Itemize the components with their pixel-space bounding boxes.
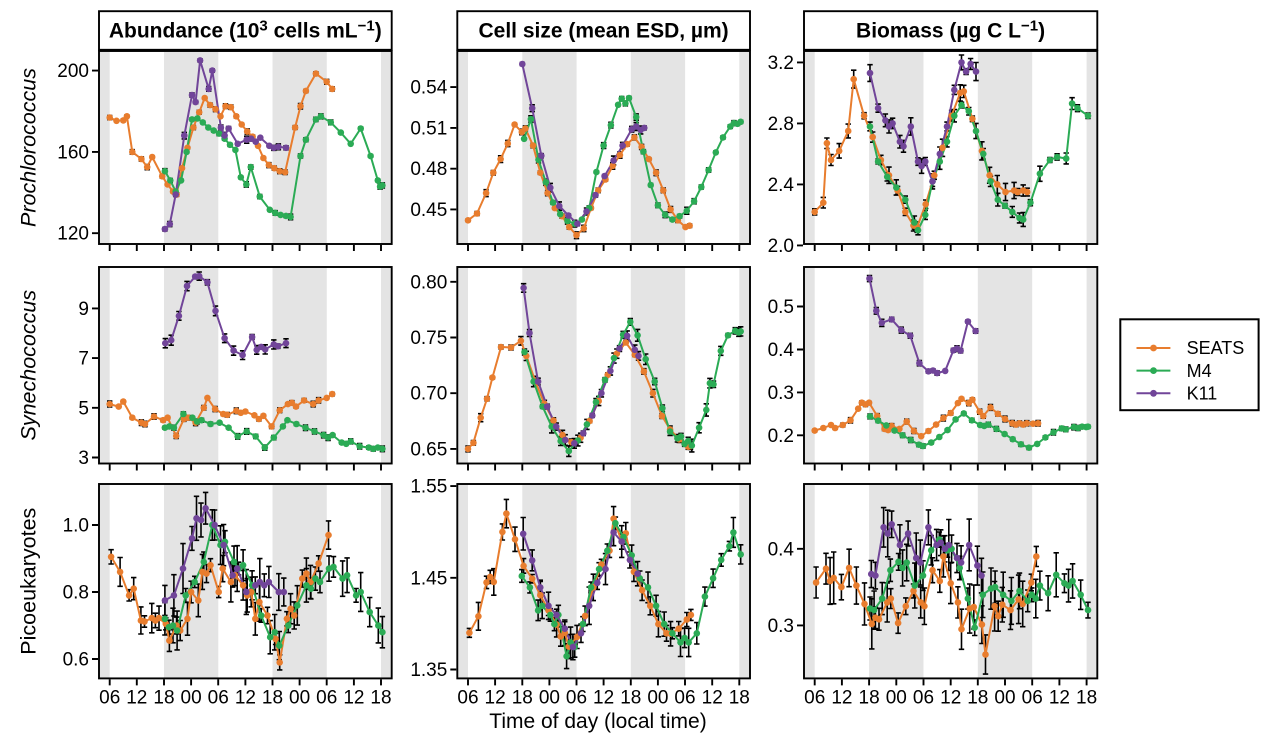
svg-text:12: 12	[593, 688, 614, 709]
svg-text:18: 18	[620, 688, 641, 709]
svg-text:2.4: 2.4	[768, 175, 795, 196]
svg-text:06: 06	[804, 688, 825, 709]
svg-text:SEATS: SEATS	[1187, 338, 1245, 358]
svg-text:12: 12	[940, 688, 961, 709]
svg-text:0.65: 0.65	[410, 439, 447, 460]
svg-text:00: 00	[289, 688, 310, 709]
svg-text:18: 18	[262, 688, 283, 709]
svg-text:2.0: 2.0	[768, 236, 794, 257]
svg-text:Cell size (mean ESD, µm): Cell size (mean ESD, µm)	[479, 20, 729, 43]
svg-text:Biomass (µg C L−1): Biomass (µg C L−1)	[856, 18, 1045, 43]
svg-text:0.6: 0.6	[63, 650, 89, 671]
svg-text:2.8: 2.8	[768, 114, 794, 135]
svg-text:0.75: 0.75	[410, 328, 447, 349]
svg-text:06: 06	[674, 688, 695, 709]
svg-text:12: 12	[126, 688, 147, 709]
svg-text:18: 18	[729, 688, 750, 709]
svg-text:0.45: 0.45	[410, 200, 447, 221]
svg-text:0.4: 0.4	[768, 539, 795, 560]
svg-text:0.3: 0.3	[768, 616, 794, 637]
svg-text:Synechococcus: Synechococcus	[17, 290, 41, 441]
svg-text:0.5: 0.5	[768, 297, 794, 318]
svg-text:0.48: 0.48	[410, 159, 447, 180]
svg-text:3.2: 3.2	[768, 53, 794, 74]
svg-text:160: 160	[57, 142, 89, 163]
svg-text:120: 120	[57, 224, 89, 245]
svg-text:0.2: 0.2	[768, 426, 794, 447]
svg-text:18: 18	[512, 688, 533, 709]
svg-text:0.8: 0.8	[63, 583, 89, 604]
svg-text:200: 200	[57, 61, 89, 82]
svg-text:06: 06	[99, 688, 120, 709]
svg-text:5: 5	[78, 398, 89, 419]
svg-text:Picoeukaryotes: Picoeukaryotes	[17, 508, 41, 655]
svg-text:18: 18	[1076, 688, 1097, 709]
svg-text:0.80: 0.80	[410, 272, 447, 293]
svg-text:12: 12	[485, 688, 506, 709]
svg-text:18: 18	[370, 688, 391, 709]
svg-text:06: 06	[316, 688, 337, 709]
svg-text:7: 7	[78, 349, 89, 370]
svg-text:12: 12	[702, 688, 723, 709]
svg-text:1.35: 1.35	[410, 660, 447, 681]
svg-text:0.4: 0.4	[768, 340, 795, 361]
svg-text:12: 12	[1049, 688, 1070, 709]
svg-text:00: 00	[886, 688, 907, 709]
svg-text:12: 12	[235, 688, 256, 709]
svg-text:00: 00	[181, 688, 202, 709]
svg-text:K11: K11	[1187, 384, 1218, 404]
svg-text:0.3: 0.3	[768, 383, 794, 404]
svg-text:1.45: 1.45	[410, 568, 447, 589]
svg-text:Prochlorococcus: Prochlorococcus	[17, 68, 41, 227]
svg-text:06: 06	[1022, 688, 1043, 709]
svg-text:18: 18	[859, 688, 880, 709]
svg-text:Abundance (103 cells mL−1): Abundance (103 cells mL−1)	[109, 18, 382, 43]
svg-text:12: 12	[343, 688, 364, 709]
svg-text:00: 00	[539, 688, 560, 709]
svg-text:18: 18	[153, 688, 174, 709]
svg-text:0.70: 0.70	[410, 384, 447, 405]
svg-text:12: 12	[831, 688, 852, 709]
svg-text:00: 00	[994, 688, 1015, 709]
svg-text:9: 9	[78, 299, 89, 320]
svg-text:M4: M4	[1187, 361, 1212, 381]
svg-text:00: 00	[647, 688, 668, 709]
svg-text:06: 06	[457, 688, 478, 709]
svg-text:Time of day (local time): Time of day (local time)	[489, 710, 706, 733]
svg-text:0.51: 0.51	[410, 118, 447, 139]
svg-text:06: 06	[208, 688, 229, 709]
svg-text:06: 06	[566, 688, 587, 709]
svg-text:1.0: 1.0	[63, 516, 89, 537]
svg-text:0.54: 0.54	[410, 78, 447, 99]
svg-text:06: 06	[913, 688, 934, 709]
svg-text:1.55: 1.55	[410, 477, 447, 498]
svg-text:3: 3	[78, 448, 89, 469]
svg-text:18: 18	[967, 688, 988, 709]
